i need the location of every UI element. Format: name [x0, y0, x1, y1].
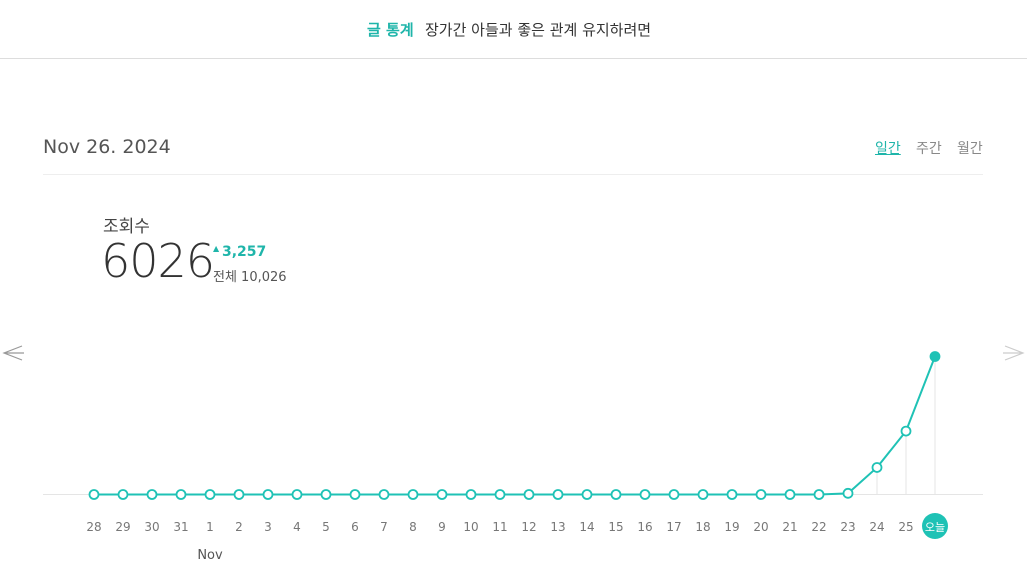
- point: [233, 489, 245, 500]
- point: [581, 489, 593, 500]
- point: [755, 489, 767, 500]
- point: [378, 489, 390, 500]
- point: [552, 489, 564, 500]
- x-tick-label: 22: [811, 520, 826, 534]
- point: [175, 489, 187, 500]
- stat-label: 조회수: [103, 217, 150, 237]
- point: [900, 425, 912, 437]
- point: [407, 489, 419, 500]
- point: [610, 489, 622, 500]
- x-tick-label: 19: [724, 520, 739, 534]
- point: [842, 487, 854, 499]
- point: [813, 489, 825, 500]
- x-tick-label: 3: [264, 520, 272, 534]
- x-tick-label: 5: [322, 520, 330, 534]
- point: [117, 489, 129, 500]
- x-tick-label: 11: [492, 520, 507, 534]
- x-tick-label: 28: [86, 520, 101, 534]
- x-tick-label: 23: [840, 520, 855, 534]
- stat-value: 6026: [101, 234, 215, 288]
- x-tick-label: 21: [782, 520, 797, 534]
- header-label: 글 통계: [367, 21, 414, 39]
- tab[interactable]: 월간: [957, 141, 983, 157]
- post-title[interactable]: 장가간 아들과 좋은 관계 유지하려면: [425, 21, 652, 39]
- x-tick-label: 7: [380, 520, 388, 534]
- x-tick-label: 15: [608, 520, 623, 534]
- stat-total: 전체 10,026: [213, 270, 287, 285]
- point: [494, 489, 506, 500]
- point: [929, 351, 941, 362]
- point: [88, 489, 100, 500]
- tab[interactable]: 주간: [916, 141, 942, 157]
- point: [204, 489, 216, 500]
- x-tick-label: 9: [438, 520, 446, 534]
- x-tick-label: 13: [550, 520, 565, 534]
- up-icon: ▲: [213, 244, 220, 253]
- x-tick-label: 1: [206, 520, 214, 534]
- x-tick-label: 31: [173, 520, 188, 534]
- x-tick-label: 10: [463, 520, 478, 534]
- tab[interactable]: 일간: [875, 141, 901, 157]
- point: [697, 489, 709, 500]
- x-tick-label: 12: [521, 520, 536, 534]
- x-tick-label: 4: [293, 520, 301, 534]
- date: Nov 26. 2024: [43, 136, 171, 158]
- point: [871, 462, 883, 473]
- point: [291, 489, 303, 500]
- x-tick-label: 8: [409, 520, 417, 534]
- point: [726, 489, 738, 500]
- point: [523, 489, 535, 500]
- x-tick-label: 2: [235, 520, 243, 534]
- point: [465, 489, 477, 500]
- point: [436, 489, 448, 500]
- prev-arrow[interactable]: [2, 345, 24, 361]
- point: [349, 489, 361, 500]
- x-tick-label: 6: [351, 520, 359, 534]
- x-tick-label: 17: [666, 520, 681, 534]
- point: [262, 489, 274, 500]
- x-tick-label: 25: [898, 520, 913, 534]
- point: [639, 489, 651, 500]
- header: 글 통계 장가간 아들과 좋은 관계 유지하려면: [0, 0, 1027, 59]
- stat-change: 3,257: [222, 244, 267, 260]
- x-tick-label: 20: [753, 520, 768, 534]
- point: [784, 489, 796, 500]
- today-badge: [922, 513, 948, 539]
- point: [320, 489, 332, 500]
- x-tick-label: 14: [579, 520, 594, 534]
- line: [94, 356, 936, 496]
- x-tick-label: 29: [115, 520, 130, 534]
- point: [146, 489, 158, 500]
- next-arrow[interactable]: [1003, 345, 1025, 361]
- x-tick-label: 18: [695, 520, 710, 534]
- x-tick-label: 30: [144, 520, 159, 534]
- month-label: Nov: [197, 548, 223, 563]
- x-tick-label: 24: [869, 520, 884, 534]
- divider: [43, 174, 983, 175]
- x-tick-label: 16: [637, 520, 652, 534]
- x-tick-label: 오늘: [925, 521, 945, 534]
- point: [668, 489, 680, 500]
